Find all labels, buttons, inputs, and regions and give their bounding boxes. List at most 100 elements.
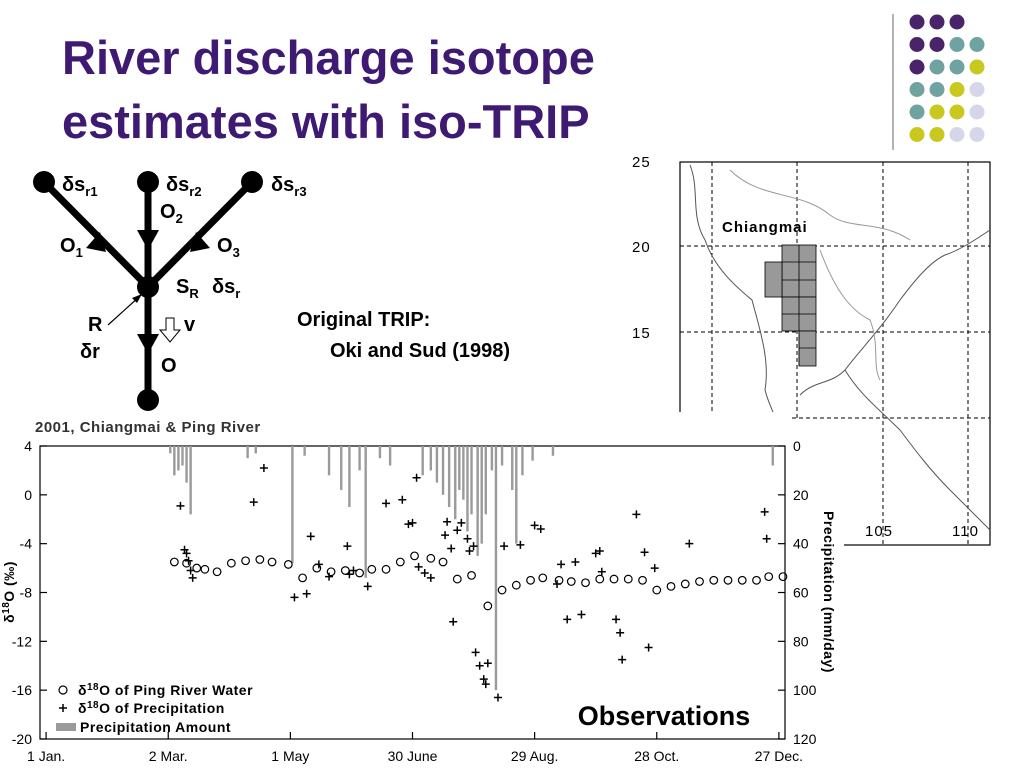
precip-bar <box>441 446 445 495</box>
decor-dot <box>949 127 965 142</box>
precip-point <box>481 680 490 689</box>
river-point <box>467 571 476 580</box>
lat-label: 20 <box>632 239 651 256</box>
precip-point <box>314 560 323 569</box>
river-point <box>212 567 222 577</box>
node <box>137 276 159 298</box>
river-point <box>778 572 788 582</box>
precip-bar <box>327 446 331 476</box>
precip-point <box>382 499 391 508</box>
river-point <box>680 579 690 589</box>
precip-bar <box>511 446 514 490</box>
river-point <box>752 575 761 585</box>
river-point <box>410 551 419 561</box>
label: v <box>184 314 196 336</box>
precip-point <box>557 560 566 569</box>
precip-bar <box>771 446 774 466</box>
precip-bar <box>246 446 249 459</box>
node <box>241 171 263 193</box>
lat-label: 25 <box>632 154 651 171</box>
decor-dot <box>929 14 945 30</box>
precip-point <box>640 548 649 557</box>
decor-dot <box>909 59 925 75</box>
precip-bar <box>466 446 469 532</box>
river-point <box>226 558 236 568</box>
decor-dot <box>929 59 945 75</box>
precip-point <box>412 473 421 482</box>
precip-point <box>563 615 572 624</box>
river-point <box>623 574 633 584</box>
precip-bar <box>181 446 184 466</box>
precip-bar <box>447 446 451 508</box>
precip-point <box>404 520 413 529</box>
river-point <box>652 585 662 595</box>
river-point <box>595 574 605 584</box>
precip-point <box>188 573 197 582</box>
y2-tick-label: 100 <box>793 682 817 698</box>
y-tick-label: -8 <box>20 585 33 601</box>
x-tick-label: 1 May <box>271 748 309 764</box>
precip-point <box>420 568 429 577</box>
decor-dot <box>929 104 945 120</box>
basin-grid-lines <box>782 245 816 366</box>
legend-label: δ18O of Ping River Water <box>78 682 253 698</box>
x-tick-label: 30 June <box>388 748 438 764</box>
precip-point <box>632 510 641 519</box>
x-tick-label: 2 Mar. <box>149 748 188 764</box>
precip-bar <box>462 446 465 500</box>
precip-bar <box>490 446 494 471</box>
arrowhead <box>137 230 159 250</box>
decor-dot <box>949 82 965 97</box>
precip-bar <box>173 446 176 476</box>
precip-point <box>463 534 472 543</box>
precip-point <box>685 539 694 548</box>
slide-title: River discharge isotope <box>62 31 595 84</box>
precip-bar <box>521 446 524 476</box>
decor-dot <box>909 104 925 120</box>
precip-bar <box>531 446 534 461</box>
river-point <box>497 585 507 595</box>
river-point <box>283 560 293 569</box>
x-tick-label: 27 Dec. <box>755 748 803 764</box>
river-point <box>638 575 647 585</box>
precip-point <box>249 498 258 507</box>
arrowhead <box>86 232 106 252</box>
pointer-head <box>132 294 142 303</box>
precip-point <box>597 567 606 576</box>
label: O <box>161 355 177 377</box>
chart-background <box>0 412 790 768</box>
precip-point <box>184 556 193 565</box>
precip-bar <box>388 446 392 466</box>
lon-label: 105 <box>865 523 893 540</box>
decor-dot <box>949 59 965 75</box>
precip-point <box>536 525 545 534</box>
river-point <box>355 568 364 578</box>
legend-label: δ18O of Precipitation <box>78 700 225 716</box>
precip-point <box>408 518 417 527</box>
precip-bar <box>494 446 498 691</box>
precip-bar <box>169 446 172 454</box>
precip-bar <box>470 446 473 515</box>
decor-dot <box>909 82 925 97</box>
arrowhead <box>190 232 210 252</box>
river-point <box>426 553 436 563</box>
precip-point <box>475 661 484 670</box>
node <box>137 171 159 193</box>
y-tick-label: 0 <box>24 487 32 503</box>
river-point <box>511 580 521 590</box>
x-tick-label: 28 Oct. <box>634 748 679 764</box>
lon-label: 110 <box>952 523 979 540</box>
precip-bar <box>429 446 433 471</box>
river-point <box>298 573 307 583</box>
label: δsr2 <box>166 174 202 199</box>
y2-tick-label: 60 <box>793 585 809 601</box>
y2-tick-label: 120 <box>793 731 817 747</box>
precip-bar <box>515 446 518 544</box>
label: δr <box>80 341 100 363</box>
place-label: Chiangmai <box>722 219 808 236</box>
precip-point <box>345 570 354 579</box>
precip-point <box>612 615 621 624</box>
precip-bar <box>454 446 457 520</box>
coastline <box>689 164 779 441</box>
precip-bar <box>500 446 504 466</box>
